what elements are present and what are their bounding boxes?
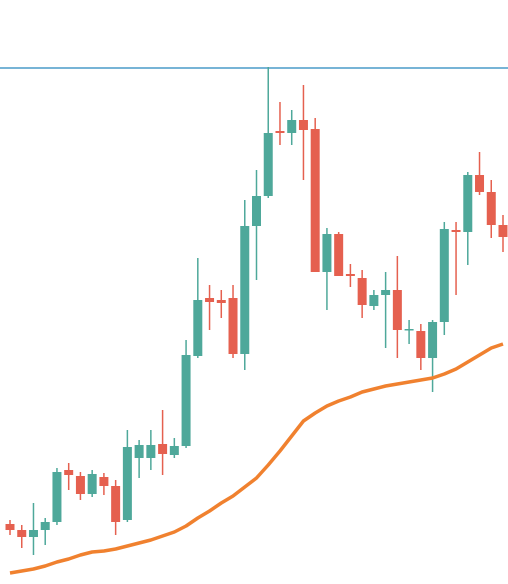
candle-body: [87, 474, 97, 494]
candle-body: [298, 120, 308, 130]
candle-body: [310, 129, 320, 272]
candle-body: [392, 290, 402, 330]
candle-body: [5, 524, 15, 530]
candle-body: [252, 196, 261, 226]
candle-body: [451, 230, 461, 232]
candle-body: [52, 472, 62, 522]
candle-body: [486, 192, 496, 225]
candle-body: [134, 445, 144, 458]
candle-body: [357, 278, 367, 305]
candle-body: [334, 234, 344, 276]
candle-body: [275, 131, 285, 133]
candle-body: [369, 295, 379, 306]
candle-body: [169, 446, 179, 455]
candle-body: [181, 355, 191, 446]
candle-body: [439, 229, 449, 322]
candle-body: [216, 300, 226, 303]
candle-body: [228, 298, 238, 354]
candle-body: [263, 133, 273, 196]
candle-body: [158, 444, 168, 454]
candle-body: [240, 226, 250, 354]
candle-body: [463, 175, 473, 232]
candle-body: [99, 477, 109, 486]
candle-body: [322, 234, 332, 272]
candle-body: [287, 120, 297, 133]
candle-body: [75, 476, 85, 494]
candle-body: [64, 470, 74, 475]
candle-body: [475, 175, 485, 192]
candle-body: [17, 530, 27, 537]
candle-body: [498, 225, 508, 237]
candle-body: [404, 329, 414, 331]
candle-body: [416, 331, 426, 358]
candle-body: [122, 447, 132, 520]
candle-body: [28, 530, 38, 537]
candle-body: [345, 274, 355, 276]
candle-body: [111, 486, 121, 522]
candle-body: [40, 522, 50, 530]
candle-body: [381, 290, 391, 295]
candle-body: [193, 300, 203, 356]
candle-body: [146, 445, 156, 458]
candle-body: [428, 322, 438, 358]
candle-body: [205, 298, 215, 302]
moving-average-line: [9, 342, 504, 575]
